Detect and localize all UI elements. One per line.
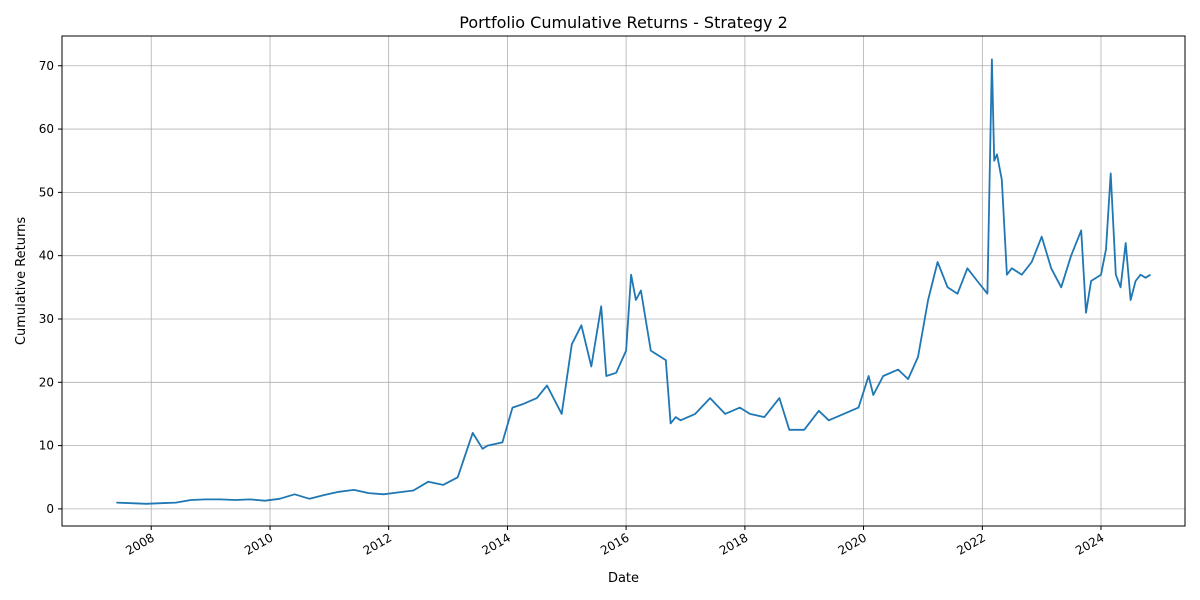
y-tick-label: 10: [39, 439, 54, 453]
x-tick-label: 2016: [598, 530, 631, 557]
series-line-0: [116, 58, 1151, 505]
x-tick-label: 2014: [480, 530, 513, 557]
plot-frame: [61, 35, 1186, 527]
y-tick-label: 60: [39, 122, 54, 136]
x-tick-label: 2018: [717, 530, 750, 557]
y-tick-label: 20: [39, 375, 54, 389]
y-tick-label: 70: [39, 59, 54, 73]
y-tick-label: 0: [46, 502, 54, 516]
y-tick-label: 30: [39, 312, 54, 326]
x-tick-label: 2024: [1073, 530, 1106, 557]
x-tick-label: 2010: [242, 530, 275, 557]
x-grid: [150, 36, 1102, 526]
y-tick-label: 50: [39, 185, 54, 199]
x-tick-label: 2022: [954, 530, 987, 557]
x-tick-label: 2012: [361, 530, 394, 557]
series-layer: [116, 58, 1151, 505]
chart-title: Portfolio Cumulative Returns - Strategy …: [459, 13, 788, 32]
y-tick-label: 40: [39, 249, 54, 263]
x-axis-label: Date: [608, 571, 639, 586]
x-tick-label: 2020: [836, 530, 869, 557]
y-axis-label: Cumulative Returns: [14, 217, 29, 345]
x-tick-label: 2008: [123, 530, 156, 557]
y-axis: 0 10 20 30 40 50 60 70: [39, 59, 62, 516]
y-grid: [62, 65, 1185, 510]
x-axis: 2008 2010 2012 2014 2016 2018 2020 2022 2024: [123, 526, 1106, 558]
